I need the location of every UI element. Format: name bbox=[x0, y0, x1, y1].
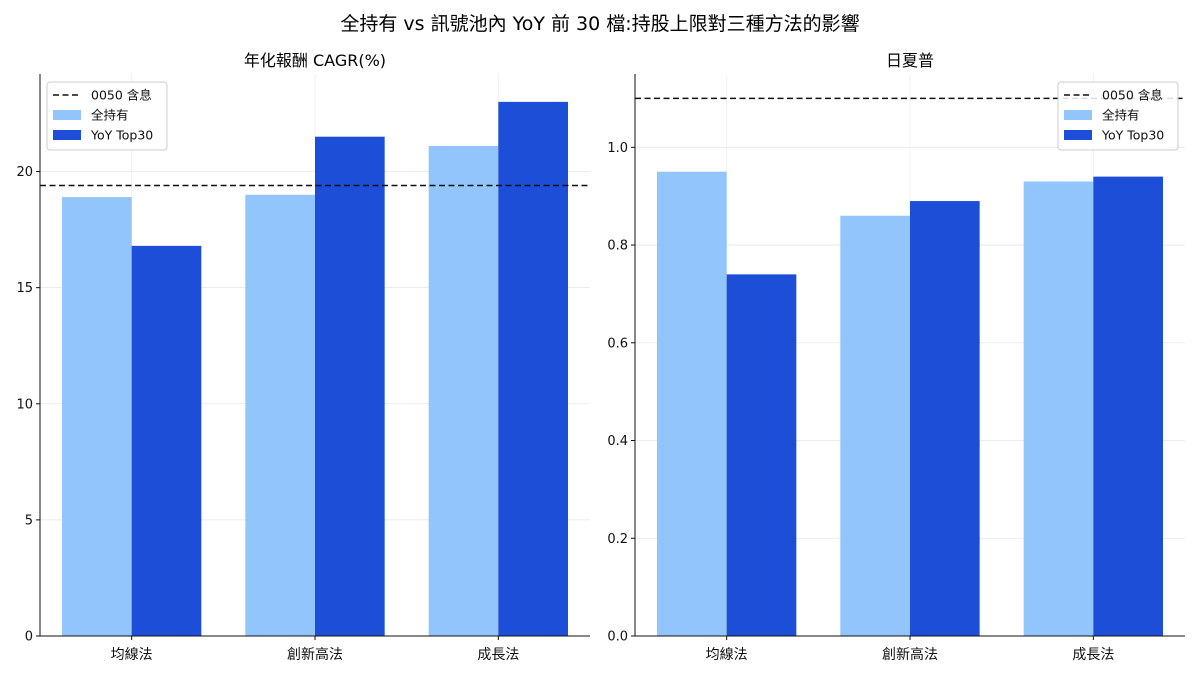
bar-hold-all-1 bbox=[840, 215, 910, 636]
panel-title-cagr: 年化報酬 CAGR(%) bbox=[244, 51, 386, 70]
bar-yoy-top30-1 bbox=[910, 201, 980, 637]
bar-hold-all-2 bbox=[1023, 181, 1094, 636]
y-tick-label: 0.8 bbox=[607, 239, 628, 254]
bar-yoy-top30-2 bbox=[1093, 176, 1163, 636]
bar-hold-all-0 bbox=[657, 171, 727, 636]
legend-label-yoy-top30: YoY Top30 bbox=[90, 128, 153, 143]
figure-suptitle: 全持有 vs 訊號池內 YoY 前 30 檔:持股上限對三種方法的影響 bbox=[340, 13, 859, 35]
legend-swatch-yoy-top30 bbox=[53, 130, 81, 140]
legend-label-yoy-top30: YoY Top30 bbox=[1101, 128, 1164, 143]
y-tick-label: 0.0 bbox=[607, 630, 628, 645]
y-tick-label: 20 bbox=[16, 165, 33, 180]
bar-yoy-top30-0 bbox=[131, 245, 202, 636]
y-ticks-sharpe: 0.0 0.2 0.4 0.6 0.8 1.0 bbox=[607, 141, 635, 645]
legend-label-hold-all: 全持有 bbox=[91, 108, 129, 123]
y-tick-label: 0.4 bbox=[607, 434, 628, 449]
bar-hold-all-1 bbox=[245, 194, 315, 637]
y-tick-label: 10 bbox=[16, 397, 33, 412]
y-tick-label: 1.0 bbox=[607, 141, 628, 156]
bar-hold-all-0 bbox=[62, 197, 132, 636]
legend-label-reference: 0050 含息 bbox=[1102, 88, 1163, 103]
x-ticks-sharpe: 均線法 創新高法 成長法 bbox=[706, 636, 1114, 663]
x-category-label: 均線法 bbox=[111, 647, 153, 663]
bars-cagr bbox=[62, 101, 568, 637]
x-category-label: 成長法 bbox=[477, 647, 519, 663]
x-category-label: 創新高法 bbox=[882, 646, 938, 663]
y-tick-label: 0 bbox=[25, 630, 33, 645]
x-category-label: 創新高法 bbox=[287, 646, 343, 663]
y-tick-label: 15 bbox=[16, 281, 33, 296]
panel-title-sharpe: 日夏普 bbox=[886, 51, 934, 70]
legend-label-reference: 0050 含息 bbox=[91, 88, 152, 103]
legend-swatch-yoy-top30 bbox=[1064, 130, 1092, 140]
y-tick-label: 5 bbox=[25, 513, 33, 528]
legend-swatch-hold-all bbox=[53, 110, 81, 120]
bars-sharpe bbox=[657, 171, 1163, 637]
bar-yoy-top30-0 bbox=[726, 274, 797, 636]
y-ticks-cagr: 0 5 10 15 20 bbox=[16, 165, 40, 645]
legend-swatch-hold-all bbox=[1064, 110, 1092, 120]
x-category-label: 成長法 bbox=[1072, 647, 1114, 663]
y-tick-label: 0.2 bbox=[607, 532, 628, 547]
panel-sharpe: 日夏普 0.0 0.2 0.4 0.6 0.8 1.0 均線法 創新高法 成長法 0050 含… bbox=[607, 51, 1185, 663]
y-tick-label: 0.6 bbox=[607, 336, 628, 351]
legend-label-hold-all: 全持有 bbox=[1102, 108, 1140, 123]
panel-cagr: 年化報酬 CAGR(%) 0 5 10 15 20 均線法 創新高法 成長法 0050 含息… bbox=[16, 51, 590, 663]
bar-yoy-top30-2 bbox=[498, 101, 568, 636]
x-category-label: 均線法 bbox=[706, 647, 748, 663]
bar-yoy-top30-1 bbox=[315, 136, 385, 636]
x-ticks-cagr: 均線法 創新高法 成長法 bbox=[111, 636, 519, 663]
bar-hold-all-2 bbox=[428, 145, 499, 636]
